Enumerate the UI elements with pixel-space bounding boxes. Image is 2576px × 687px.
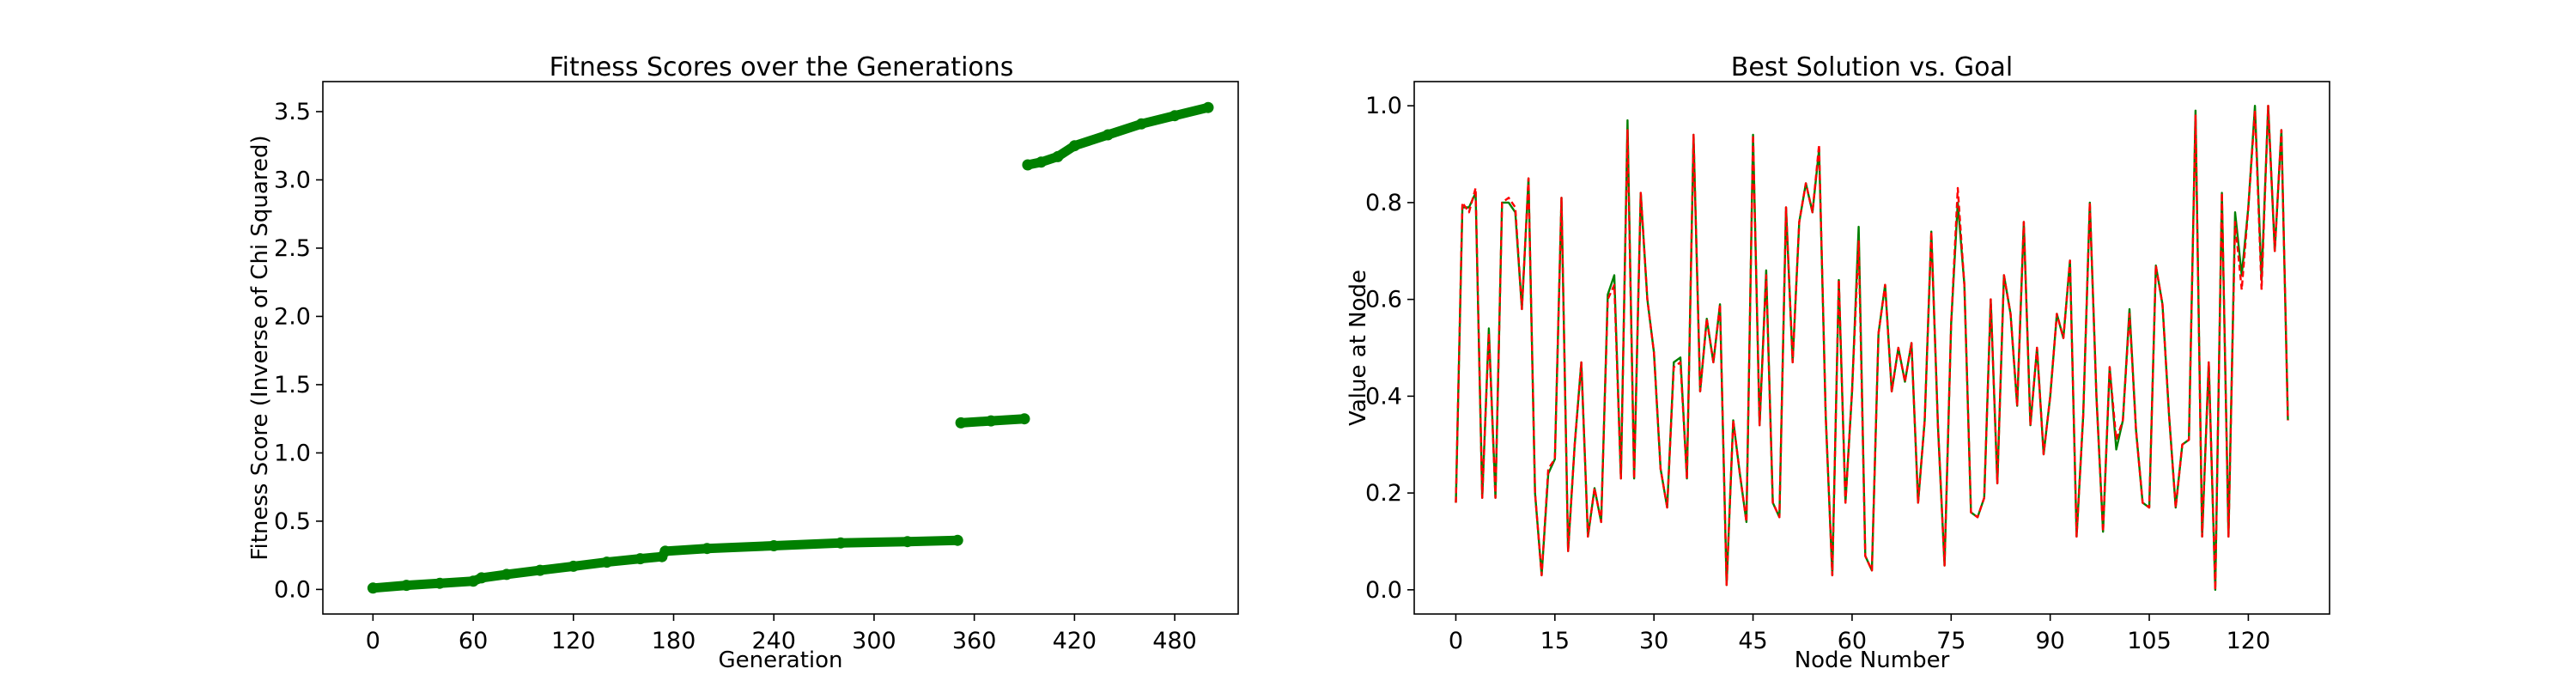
- fitness-point: [476, 572, 488, 584]
- fitness-point: [1169, 110, 1181, 122]
- y-tick-label: 0.0: [274, 576, 311, 603]
- fitness-point: [1135, 118, 1147, 130]
- fitness-point: [568, 560, 580, 572]
- fitness-point: [768, 540, 780, 551]
- x-tick-label: 15: [1540, 628, 1570, 654]
- y-tick-label: 0.0: [1365, 577, 1402, 604]
- fitness-point: [1022, 159, 1034, 171]
- y-tick-label: 0.5: [274, 508, 311, 535]
- x-tick-label: 360: [952, 628, 997, 654]
- y-tick-label: 1.5: [274, 372, 311, 398]
- fitness-point: [902, 536, 914, 548]
- fitness-scores-chart: Fitness Scores over the Generations 0 60 1…: [247, 52, 1239, 673]
- plot-frame: [1413, 81, 2330, 615]
- fitness-point: [701, 543, 713, 555]
- y-tick-label: 0.2: [1365, 480, 1402, 507]
- x-tick-label: 480: [1152, 628, 1197, 654]
- y-tick-label: 2.5: [274, 235, 311, 262]
- x-tick-label: 300: [852, 628, 896, 654]
- fitness-point: [985, 415, 997, 427]
- x-tick-label: 120: [2227, 628, 2271, 654]
- fitness-point: [1068, 140, 1080, 152]
- fitness-point: [534, 564, 546, 576]
- plot-frame: [322, 81, 1239, 615]
- y-tick-label: 0.6: [1365, 287, 1402, 313]
- y-axis-label: Value at Node: [1346, 270, 1371, 426]
- fitness-point: [1036, 156, 1047, 168]
- fitness-point: [1102, 129, 1114, 141]
- x-tick-label: 60: [1838, 628, 1867, 654]
- x-tick-label: 240: [751, 628, 796, 654]
- green-series-line: [1455, 105, 2289, 591]
- fitness-point: [601, 556, 613, 568]
- chart-title: Best Solution vs. Goal: [1731, 52, 2014, 82]
- fitness-point: [951, 534, 963, 546]
- x-tick-label: 105: [2127, 628, 2172, 654]
- y-tick-label: 1.0: [274, 440, 311, 466]
- fitness-point: [1018, 413, 1030, 425]
- x-tick-label: 0: [366, 628, 380, 654]
- chart-title: Fitness Scores over the Generations: [550, 52, 1014, 82]
- x-tick-label: 420: [1053, 628, 1097, 654]
- fitness-point: [955, 416, 967, 429]
- fitness-point: [835, 537, 847, 549]
- y-tick-label: 0.4: [1365, 383, 1402, 410]
- fitness-point: [367, 582, 379, 594]
- x-tick-label: 60: [459, 628, 488, 654]
- y-axis-label: Fitness Score (Inverse of Chi Squared): [247, 135, 273, 560]
- fitness-point: [659, 545, 671, 557]
- y-tick-label: 0.8: [1365, 190, 1402, 216]
- x-axis-label: Node Number: [1795, 647, 1950, 673]
- x-tick-label: 0: [1449, 628, 1463, 654]
- fitness-point: [501, 568, 513, 581]
- fitness-point: [1052, 150, 1064, 162]
- fitness-point: [400, 580, 412, 592]
- y-tick-label: 3.5: [274, 99, 311, 125]
- x-tick-label: 30: [1639, 628, 1668, 654]
- x-tick-label: 45: [1738, 628, 1767, 654]
- fitness-point: [1202, 101, 1214, 113]
- red-dashed-series-line: [1455, 105, 2289, 591]
- x-tick-label: 75: [1936, 628, 1965, 654]
- best-solution-chart: Best Solution vs. Goal 0 15 30 45 60 75 90 105 1…: [1346, 52, 2330, 673]
- fitness-point: [635, 553, 647, 565]
- y-tick-label: 1.0: [1365, 93, 1402, 119]
- x-tick-label: 180: [652, 628, 696, 654]
- x-axis-label: Generation: [718, 647, 842, 673]
- y-tick-label: 2.0: [274, 303, 311, 330]
- y-tick-label: 3.0: [274, 167, 311, 193]
- fitness-point: [434, 577, 446, 589]
- x-tick-label: 90: [2035, 628, 2064, 654]
- x-tick-label: 120: [551, 628, 596, 654]
